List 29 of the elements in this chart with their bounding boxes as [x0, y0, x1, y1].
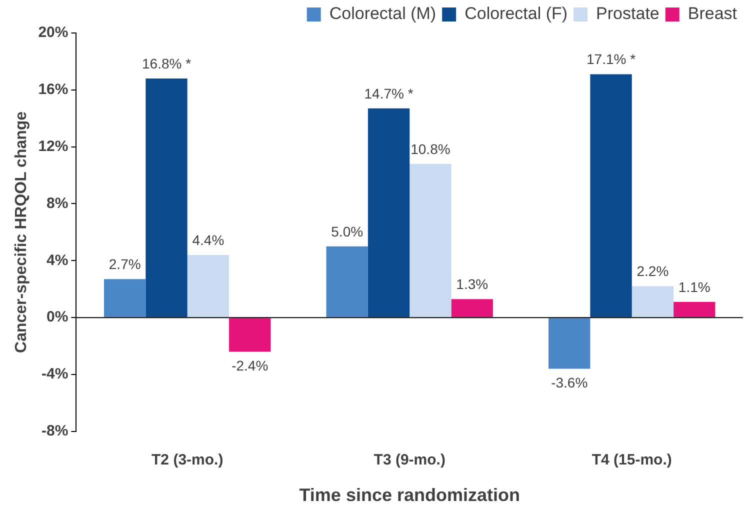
data-label: 4.4% [192, 232, 224, 248]
data-label: 5.0% [331, 223, 364, 240]
x-tick-label: T2 (3-mo.) [152, 452, 224, 469]
data-label: 2.2% [636, 263, 669, 280]
data-label: -2.4% [232, 358, 268, 374]
y-tick-label: -4% [42, 366, 68, 383]
y-tick-label: 4% [46, 252, 68, 269]
data-label: 1.1% [678, 278, 710, 295]
legend-label: Prostate [596, 4, 660, 24]
data-label: 14.7% * [364, 85, 414, 102]
y-tick-label: 12% [38, 138, 68, 155]
data-label: 1.3% [456, 276, 488, 292]
x-axis-title: Time since randomization [299, 485, 520, 506]
data-label: 2.7% [108, 256, 141, 272]
y-tick-label: 16% [38, 81, 68, 98]
legend-label: Colorectal (M) [329, 4, 436, 24]
y-tick-label: -8% [42, 422, 68, 440]
y-tick-label: 8% [46, 194, 68, 212]
y-axis-title: Cancer-specific HRQOL change [13, 111, 30, 353]
x-tick-label: T4 (15-mo.) [592, 452, 672, 469]
y-tick-label: 0% [46, 308, 68, 326]
data-label: 16.8% * [142, 55, 192, 72]
data-label: -3.6% [551, 374, 588, 391]
legend-label: Colorectal (F) [464, 4, 568, 24]
data-label: 17.1% * [586, 51, 636, 68]
data-label: 10.8% [410, 140, 450, 157]
legend-label: Breast [688, 4, 738, 24]
y-tick-label: 20% [38, 24, 68, 42]
x-tick-label: T3 (9-mo.) [374, 452, 446, 469]
